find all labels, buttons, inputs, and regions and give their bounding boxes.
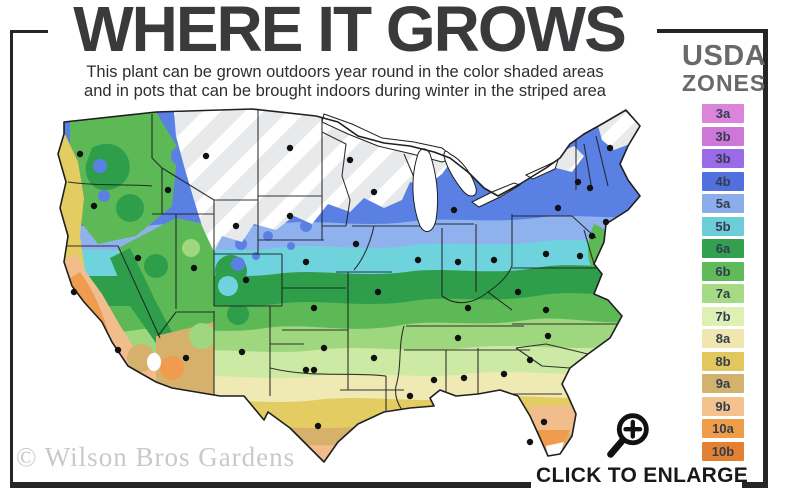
city-dot xyxy=(320,344,328,352)
click-to-enlarge-button[interactable]: CLICK TO ENLARGE xyxy=(536,464,749,487)
city-dot xyxy=(414,256,422,264)
city-dot xyxy=(134,254,142,262)
city-dot xyxy=(190,264,198,272)
city-dot xyxy=(302,258,310,266)
city-dot xyxy=(314,422,322,430)
usda-zones-legend: USDA ZONES 3a 3b 3b 4b 5a 5b 6a 6b 7a 7b 8a 8b 9a 9b 1… xyxy=(682,40,767,461)
city-dot xyxy=(500,370,508,378)
city-dot xyxy=(606,144,614,152)
zone-chip-4b: 4b xyxy=(702,171,744,191)
city-dot xyxy=(286,144,294,152)
city-dots xyxy=(70,144,614,446)
city-dot xyxy=(374,288,382,296)
city-dot xyxy=(490,256,498,264)
zone-chip-9b: 9b xyxy=(702,396,744,416)
zone-chip-5a: 5a xyxy=(702,194,744,213)
zone-shading xyxy=(58,109,640,462)
us-outline xyxy=(57,108,641,463)
zone-chip-5b: 5b xyxy=(702,216,744,236)
city-dot xyxy=(70,288,78,296)
zone-chip-10a: 10a xyxy=(702,419,744,438)
legend-title-zones: ZONES xyxy=(682,70,767,96)
city-dot xyxy=(464,304,472,312)
city-dot xyxy=(602,218,610,226)
city-dot xyxy=(90,202,98,210)
frame-border-top-right xyxy=(657,29,768,33)
zone-chip-8a: 8a xyxy=(702,329,744,348)
zone-chip-3b: 3b xyxy=(702,126,744,146)
city-dot xyxy=(370,188,378,196)
city-dot xyxy=(576,252,584,260)
subtitle-line-2: and in pots that can be brought indoors … xyxy=(84,82,606,100)
city-dot xyxy=(554,204,562,212)
city-dot xyxy=(310,366,318,374)
state-borders xyxy=(62,110,622,412)
city-dot xyxy=(430,376,438,384)
city-dot xyxy=(542,306,550,314)
frame-border-left xyxy=(10,30,13,488)
city-dot xyxy=(182,354,190,362)
city-dot xyxy=(574,178,582,186)
frame-border-bottom-right xyxy=(742,482,768,488)
magnifier-plus-icon[interactable] xyxy=(598,407,656,465)
zone-chip-7b: 7b xyxy=(702,306,744,326)
city-dot xyxy=(302,366,310,374)
city-dot xyxy=(514,288,522,296)
city-dot xyxy=(454,258,462,266)
city-dot xyxy=(232,222,240,230)
zone-chip-10b: 10b xyxy=(702,441,744,461)
watermark: © Wilson Bros Gardens xyxy=(16,442,296,472)
frame-border-top-left xyxy=(10,30,48,33)
city-dot xyxy=(286,212,294,220)
great-lakes xyxy=(321,113,559,232)
city-dot xyxy=(544,332,552,340)
city-dot xyxy=(526,438,534,446)
city-dot xyxy=(202,152,210,160)
zone-chip-3a: 3a xyxy=(702,104,744,123)
subtitle-line-1: This plant can be grown outdoors year ro… xyxy=(86,63,604,81)
city-dot xyxy=(526,356,534,364)
zone-chip-list: 3a 3b 3b 4b 5a 5b 6a 6b 7a 7b 8a 8b 9a 9b 10a 10b xyxy=(682,104,764,461)
zone-chip-6b: 6b xyxy=(702,261,744,281)
page-title: WHERE IT GROWS xyxy=(73,0,627,65)
city-dot xyxy=(164,186,172,194)
zone-chip-7a: 7a xyxy=(702,284,744,303)
city-dot xyxy=(370,354,378,362)
zone-chip-9a: 9a xyxy=(702,374,744,393)
city-dot xyxy=(406,392,414,400)
city-dot xyxy=(540,418,548,426)
city-dot xyxy=(238,348,246,356)
city-dot xyxy=(242,276,250,284)
city-dot xyxy=(586,184,594,192)
subtitle: This plant can be grown outdoors year ro… xyxy=(30,63,660,101)
city-dot xyxy=(588,232,596,240)
city-dot xyxy=(460,374,468,382)
zone-chip-8b: 8b xyxy=(702,351,744,371)
zone-chip-3b: 3b xyxy=(702,149,744,168)
city-dot xyxy=(454,334,462,342)
city-dot xyxy=(450,206,458,214)
city-dot xyxy=(346,156,354,164)
city-dot xyxy=(114,346,122,354)
city-dot xyxy=(352,240,360,248)
us-zone-map[interactable] xyxy=(6,96,656,476)
city-dot xyxy=(542,250,550,258)
legend-title-usda: USDA xyxy=(682,40,767,72)
zone-chip-6a: 6a xyxy=(702,239,744,258)
frame-border-bottom-left xyxy=(10,482,531,488)
city-dot xyxy=(76,150,84,158)
city-dot xyxy=(310,304,318,312)
frame-border-right xyxy=(763,29,768,488)
